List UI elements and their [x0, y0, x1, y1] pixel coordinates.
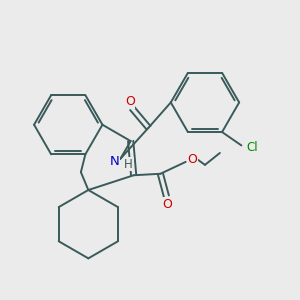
Text: Cl: Cl: [247, 141, 258, 154]
Text: N: N: [110, 155, 120, 168]
Text: O: O: [125, 95, 135, 108]
Text: H: H: [124, 158, 133, 171]
Text: O: O: [187, 153, 197, 166]
Text: O: O: [162, 198, 172, 211]
